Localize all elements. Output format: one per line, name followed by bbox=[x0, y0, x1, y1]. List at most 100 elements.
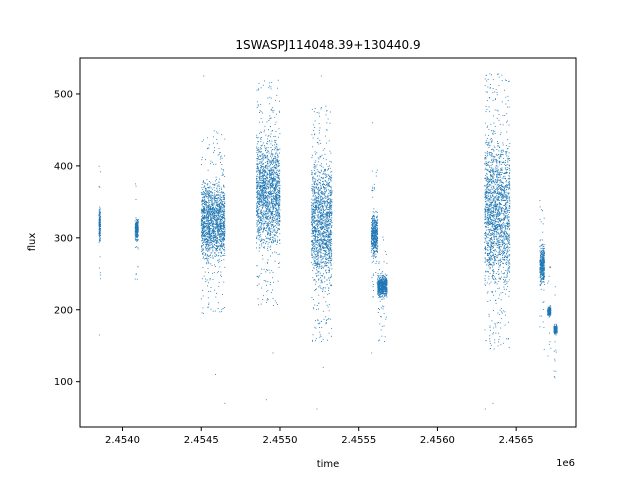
data-point bbox=[257, 186, 259, 188]
data-point bbox=[258, 151, 260, 153]
data-point bbox=[203, 275, 205, 277]
data-point bbox=[321, 240, 322, 242]
data-point bbox=[204, 200, 206, 201]
data-point bbox=[217, 227, 219, 229]
data-point bbox=[270, 147, 272, 148]
data-point bbox=[221, 225, 222, 226]
data-point bbox=[216, 204, 218, 206]
data-point bbox=[326, 240, 328, 242]
data-point bbox=[210, 254, 211, 256]
data-point bbox=[136, 222, 137, 224]
data-point bbox=[262, 163, 264, 165]
data-point bbox=[218, 203, 220, 205]
data-point bbox=[278, 215, 280, 217]
data-point bbox=[98, 186, 100, 188]
data-point bbox=[271, 130, 273, 132]
data-point bbox=[135, 225, 137, 226]
data-point bbox=[224, 231, 226, 233]
data-point bbox=[214, 200, 216, 202]
data-point bbox=[218, 209, 220, 211]
data-point bbox=[219, 215, 221, 217]
data-point bbox=[325, 215, 327, 217]
data-point bbox=[258, 169, 260, 171]
data-point bbox=[218, 242, 220, 244]
data-point bbox=[319, 231, 321, 233]
data-point bbox=[318, 267, 320, 269]
data-point bbox=[213, 198, 215, 200]
data-point bbox=[212, 229, 214, 231]
data-point bbox=[265, 201, 267, 203]
data-point bbox=[311, 240, 313, 242]
data-point bbox=[263, 155, 265, 157]
data-point bbox=[273, 198, 274, 200]
data-point bbox=[206, 203, 208, 205]
data-point bbox=[216, 199, 218, 201]
data-point bbox=[260, 210, 262, 212]
data-point bbox=[330, 275, 332, 277]
data-point bbox=[210, 224, 211, 226]
data-point bbox=[328, 234, 330, 235]
data-point bbox=[266, 225, 268, 227]
data-point bbox=[262, 189, 264, 191]
data-point bbox=[313, 279, 315, 281]
data-point bbox=[210, 207, 211, 209]
data-point bbox=[328, 214, 330, 216]
data-point bbox=[329, 218, 331, 220]
data-point bbox=[222, 234, 224, 236]
data-point bbox=[205, 195, 207, 197]
data-point bbox=[270, 211, 272, 213]
data-point bbox=[200, 221, 202, 223]
data-point bbox=[202, 200, 204, 202]
data-point bbox=[314, 233, 316, 235]
data-point bbox=[98, 232, 100, 234]
data-point bbox=[257, 220, 259, 222]
data-point bbox=[272, 195, 274, 197]
data-point bbox=[314, 229, 316, 231]
data-point bbox=[278, 177, 280, 178]
data-point bbox=[272, 220, 274, 222]
data-point bbox=[220, 209, 222, 211]
data-point bbox=[201, 246, 202, 248]
data-point bbox=[266, 138, 268, 140]
data-point bbox=[262, 228, 264, 230]
data-point bbox=[322, 202, 323, 204]
data-point bbox=[279, 169, 280, 171]
data-point bbox=[279, 202, 280, 204]
data-point bbox=[136, 237, 138, 239]
data-point bbox=[267, 195, 269, 197]
data-point bbox=[312, 177, 314, 179]
data-point bbox=[209, 247, 211, 249]
data-point bbox=[261, 200, 263, 202]
data-point bbox=[223, 196, 225, 198]
data-point bbox=[269, 227, 271, 229]
data-point bbox=[262, 192, 264, 194]
data-point bbox=[207, 221, 209, 222]
data-point bbox=[256, 154, 258, 156]
data-point bbox=[314, 231, 316, 233]
data-point bbox=[326, 208, 328, 210]
data-point bbox=[217, 247, 219, 249]
data-point bbox=[207, 212, 208, 214]
data-point bbox=[209, 206, 211, 208]
data-point bbox=[203, 192, 205, 193]
data-point bbox=[213, 236, 215, 237]
data-point bbox=[206, 217, 208, 219]
data-point bbox=[275, 190, 276, 192]
data-point bbox=[271, 149, 273, 151]
data-point bbox=[327, 165, 329, 167]
data-point bbox=[259, 182, 261, 184]
data-point bbox=[217, 226, 219, 228]
data-point bbox=[214, 238, 216, 240]
data-point bbox=[219, 189, 220, 191]
data-point bbox=[263, 227, 265, 228]
data-point bbox=[318, 203, 320, 205]
data-point bbox=[268, 197, 270, 199]
data-point bbox=[263, 197, 264, 198]
data-point bbox=[223, 212, 225, 213]
data-point bbox=[315, 184, 317, 185]
data-point bbox=[316, 196, 318, 198]
data-point bbox=[270, 190, 272, 192]
data-point bbox=[274, 180, 276, 182]
data-point bbox=[201, 220, 203, 222]
data-point bbox=[316, 276, 318, 277]
